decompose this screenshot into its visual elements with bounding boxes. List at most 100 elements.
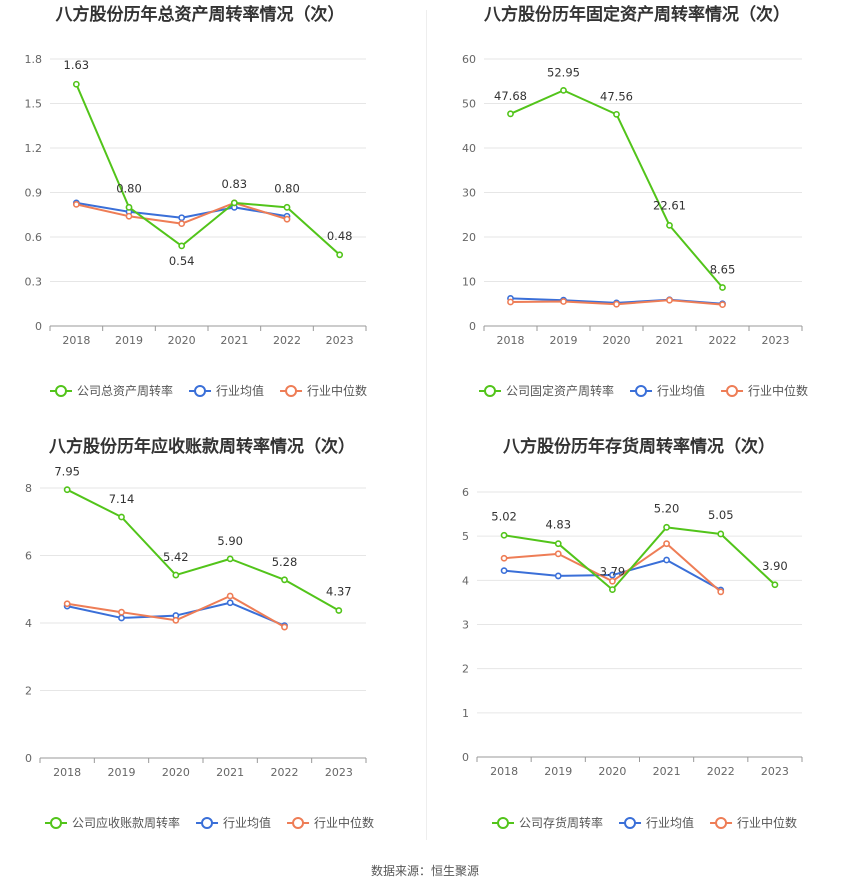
data-label: 0.54 xyxy=(169,254,195,268)
chart-svg: 八方股份历年固定资产周转率情况（次） 0 10 20 30 40 50 60 2018 2019 2… xyxy=(462,4,808,398)
data-point xyxy=(560,86,567,94)
data-point xyxy=(226,555,234,563)
data-label: 1.63 xyxy=(64,58,90,72)
y-tick-label: 50 xyxy=(462,98,476,111)
data-label: 0.48 xyxy=(327,229,353,243)
y-tick-label: 1.5 xyxy=(25,98,43,111)
y-tick-label: 10 xyxy=(462,276,476,289)
data-label: 52.95 xyxy=(547,65,580,79)
y-tick-label: 40 xyxy=(462,142,476,155)
chart-title: 八方股份历年固定资产周转率情况（次） xyxy=(484,4,790,25)
series-line xyxy=(510,89,724,289)
data-point xyxy=(666,221,673,229)
y-tick-label: 4 xyxy=(462,574,469,587)
data-point xyxy=(230,199,238,207)
data-source-text: 数据来源：恒生聚源 xyxy=(370,864,479,878)
legend-swatch-marker xyxy=(484,385,496,397)
x-tick-label: 2020 xyxy=(162,766,190,779)
data-label: 7.95 xyxy=(54,465,80,479)
data-label: 47.68 xyxy=(494,89,527,103)
data-point xyxy=(178,214,186,222)
y-tick-label: 2 xyxy=(25,685,32,698)
data-label: 22.61 xyxy=(653,198,686,212)
data-point xyxy=(609,586,616,594)
data-point xyxy=(500,554,508,562)
y-tick-label: 0.9 xyxy=(25,187,43,200)
data-point xyxy=(613,300,620,308)
legend-label: 行业中位数 xyxy=(737,815,797,830)
chart-title: 八方股份历年总资产周转率情况（次） xyxy=(56,4,345,25)
y-tick-label: 0 xyxy=(35,320,42,333)
data-label: 3.79 xyxy=(600,565,626,579)
y-tick-label: 1 xyxy=(462,707,469,720)
data-point xyxy=(226,592,234,600)
data-point xyxy=(125,212,133,220)
x-tick-label: 2022 xyxy=(709,334,737,347)
legend-label: 公司总资产周转率 xyxy=(77,383,173,398)
data-point xyxy=(281,623,288,631)
chart-svg: 八方股份历年总资产周转率情况（次） 0 0.3 0.6 0.9 1.2 1.5 1.8 2018… xyxy=(25,4,368,398)
y-tick-label: 8 xyxy=(25,482,32,495)
chart-title: 八方股份历年存货周转率情况（次） xyxy=(503,436,775,457)
x-tick-label: 2020 xyxy=(168,334,196,347)
y-tick-label: 4 xyxy=(25,617,32,630)
x-tick-label: 2022 xyxy=(271,766,299,779)
y-tick-label: 1.8 xyxy=(25,53,43,66)
x-tick-label: 2020 xyxy=(598,765,626,778)
data-point xyxy=(172,616,180,624)
data-label: 5.42 xyxy=(163,550,189,564)
data-label: 5.28 xyxy=(272,555,298,569)
data-point xyxy=(771,581,779,589)
data-point xyxy=(560,298,567,305)
data-label: 4.83 xyxy=(545,518,571,532)
data-point xyxy=(554,572,562,580)
legend-label: 行业均值 xyxy=(657,383,705,398)
x-tick-label: 2021 xyxy=(656,334,684,347)
data-point xyxy=(717,588,725,596)
legend-swatch-marker xyxy=(726,385,739,397)
y-tick-label: 30 xyxy=(462,187,476,200)
legend-swatch-marker xyxy=(715,817,728,829)
data-point xyxy=(281,576,288,584)
data-point xyxy=(663,540,670,548)
legend-swatch-marker xyxy=(194,385,207,397)
data-point xyxy=(283,215,291,223)
data-point xyxy=(609,577,616,585)
x-tick-label: 2018 xyxy=(53,766,81,779)
data-point xyxy=(125,203,133,211)
x-tick-label: 2022 xyxy=(273,334,301,347)
data-point xyxy=(500,531,508,539)
data-label: 5.05 xyxy=(708,508,734,522)
x-tick-label: 2021 xyxy=(220,334,248,347)
y-tick-label: 0.6 xyxy=(25,231,43,244)
chart-inventory-turnover: 八方股份历年存货周转率情况（次） 0 1 2 3 4 5 6 2018 2019 2020 2021 2… xyxy=(427,430,850,840)
x-tick-label: 2023 xyxy=(762,334,790,347)
data-point xyxy=(63,486,71,494)
y-tick-label: 0 xyxy=(462,751,469,764)
y-tick-label: 6 xyxy=(25,550,32,563)
data-point xyxy=(554,550,562,558)
legend-swatch-marker xyxy=(292,817,305,829)
legend-swatch-marker xyxy=(624,817,637,829)
x-tick-label: 2021 xyxy=(216,766,244,779)
data-point xyxy=(554,540,562,548)
legend-label: 行业均值 xyxy=(646,815,694,830)
x-tick-label: 2022 xyxy=(707,765,735,778)
panel-divider xyxy=(426,10,427,840)
data-label: 0.80 xyxy=(116,181,142,195)
y-tick-label: 2 xyxy=(462,663,469,676)
x-tick-label: 2018 xyxy=(497,334,525,347)
x-tick-label: 2019 xyxy=(108,766,136,779)
data-point xyxy=(663,556,670,564)
y-tick-label: 3 xyxy=(462,619,469,632)
x-tick-label: 2021 xyxy=(653,765,681,778)
legend-swatch-marker xyxy=(635,385,648,397)
chart-total-asset-turnover: 八方股份历年总资产周转率情况（次） 0 0.3 0.6 0.9 1.2 1.5 1.8 2018… xyxy=(0,0,425,410)
legend-swatch-marker xyxy=(55,385,67,397)
y-tick-label: 0 xyxy=(469,320,476,333)
x-tick-label: 2018 xyxy=(62,334,90,347)
data-label: 5.20 xyxy=(654,501,680,515)
data-point xyxy=(172,571,180,579)
y-tick-label: 6 xyxy=(462,486,469,499)
data-point xyxy=(63,600,71,608)
